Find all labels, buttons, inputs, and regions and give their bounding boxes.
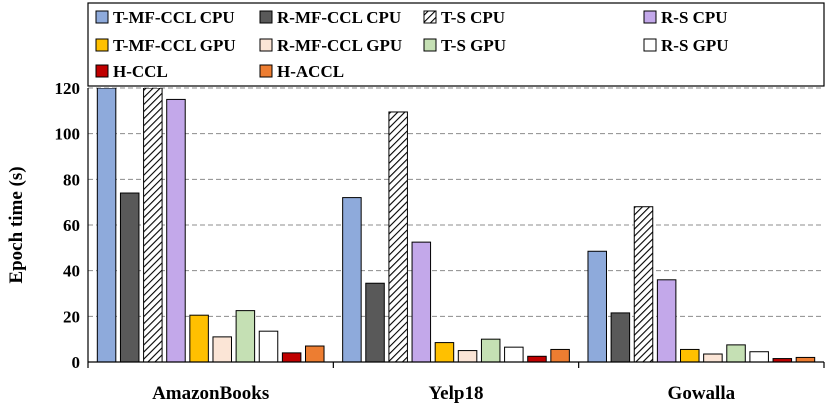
bar-t-mf-ccl-gpu-yelp18: [434, 342, 455, 362]
legend-label-t-mf-ccl-gpu: T-MF-CCL GPU: [113, 36, 236, 55]
legend-label-t-mf-ccl-cpu: T-MF-CCL CPU: [113, 8, 235, 27]
bar-h-ccl-yelp18: [527, 355, 547, 362]
legend-label-r-mf-ccl-gpu: R-MF-CCL GPU: [277, 36, 402, 55]
y-tick-label: 60: [63, 216, 80, 235]
legend-label-h-accl: H-ACCL: [277, 62, 344, 81]
x-tick-label: Gowalla: [668, 383, 736, 404]
bar-r-mf-ccl-cpu-gowalla: [610, 312, 631, 362]
legend: T-MF-CCL CPU R-MF-CCL CPU T-S CPU R-S CPU T-…: [87, 2, 825, 87]
legend-label-h-ccl: H-CCL: [113, 62, 168, 81]
bar-r-s-gpu-gowalla: [749, 351, 769, 362]
legend-label-r-mf-ccl-cpu: R-MF-CCL CPU: [277, 8, 401, 27]
bar-t-s-gpu-amazonbooks: [235, 310, 256, 362]
bar-h-accl-gowalla: [795, 356, 816, 362]
bar-h-accl-yelp18: [550, 348, 570, 362]
axes: 0 20 40 60 80 100 120 AmazonBooks Yelp18 Gowalla: [55, 79, 825, 404]
bar-t-s-gpu-gowalla: [726, 344, 746, 362]
bar-t-s-cpu-amazonbooks: [143, 88, 163, 362]
bar-t-mf-ccl-gpu-gowalla: [680, 348, 700, 362]
bar-r-s-gpu-yelp18: [504, 346, 524, 362]
bar-r-s-cpu-amazonbooks: [166, 98, 186, 362]
legend-swatch-h-accl: [259, 64, 273, 78]
bar-t-s-gpu-yelp18: [480, 338, 501, 362]
bar-r-mf-ccl-gpu-amazonbooks: [212, 336, 232, 362]
y-tick-label: 120: [55, 79, 81, 98]
legend-swatch-r-s-cpu: [643, 10, 657, 24]
legend-swatch-r-s-gpu: [643, 38, 657, 52]
legend-swatch-t-s-cpu: [423, 10, 437, 24]
bar-r-mf-ccl-gpu-yelp18: [457, 350, 478, 362]
y-tick-label: 0: [72, 353, 81, 372]
legend-label-r-s-gpu: R-S GPU: [661, 36, 729, 55]
gridlines: [88, 87, 824, 317]
x-tick-label: Yelp18: [429, 383, 484, 404]
bar-r-mf-ccl-gpu-gowalla: [703, 353, 723, 362]
legend-label-r-s-cpu: R-S CPU: [661, 8, 728, 27]
y-tick-label: 80: [63, 170, 80, 189]
bar-r-mf-ccl-cpu-amazonbooks: [119, 192, 140, 362]
bar-t-mf-ccl-cpu-yelp18: [342, 197, 362, 362]
legend-label-t-s-cpu: T-S CPU: [441, 8, 505, 27]
x-tick-label: AmazonBooks: [152, 383, 269, 404]
y-tick-label: 40: [63, 262, 80, 281]
legend-box: [87, 2, 825, 87]
legend-swatch-r-mf-ccl-gpu: [259, 38, 273, 52]
legend-swatch-t-mf-ccl-cpu: [95, 10, 109, 24]
bar-h-ccl-gowalla: [772, 358, 793, 362]
bar-h-accl-amazonbooks: [305, 345, 325, 362]
bar-t-s-cpu-gowalla: [633, 206, 654, 362]
bar-t-mf-ccl-cpu-amazonbooks: [96, 88, 117, 362]
legend-label-t-s-gpu: T-S GPU: [441, 36, 506, 55]
bar-r-s-cpu-gowalla: [656, 279, 677, 362]
y-axis-title: Epoch time (s): [6, 166, 27, 283]
bar-r-s-cpu-yelp18: [411, 241, 432, 362]
legend-swatch-h-ccl: [95, 64, 109, 78]
bar-t-mf-ccl-cpu-gowalla: [587, 250, 607, 362]
bar-h-ccl-amazonbooks: [281, 352, 302, 362]
legend-swatch-t-mf-ccl-gpu: [95, 38, 109, 52]
bar-r-s-gpu-amazonbooks: [258, 330, 279, 362]
bars: [96, 88, 816, 362]
bar-t-mf-ccl-gpu-amazonbooks: [189, 314, 209, 362]
legend-swatch-t-s-gpu: [423, 38, 437, 52]
bar-r-mf-ccl-cpu-yelp18: [365, 282, 385, 362]
y-tick-label: 100: [55, 125, 81, 144]
legend-swatch-r-mf-ccl-cpu: [259, 10, 273, 24]
bar-t-s-cpu-yelp18: [388, 111, 408, 362]
y-tick-label: 20: [63, 307, 80, 326]
